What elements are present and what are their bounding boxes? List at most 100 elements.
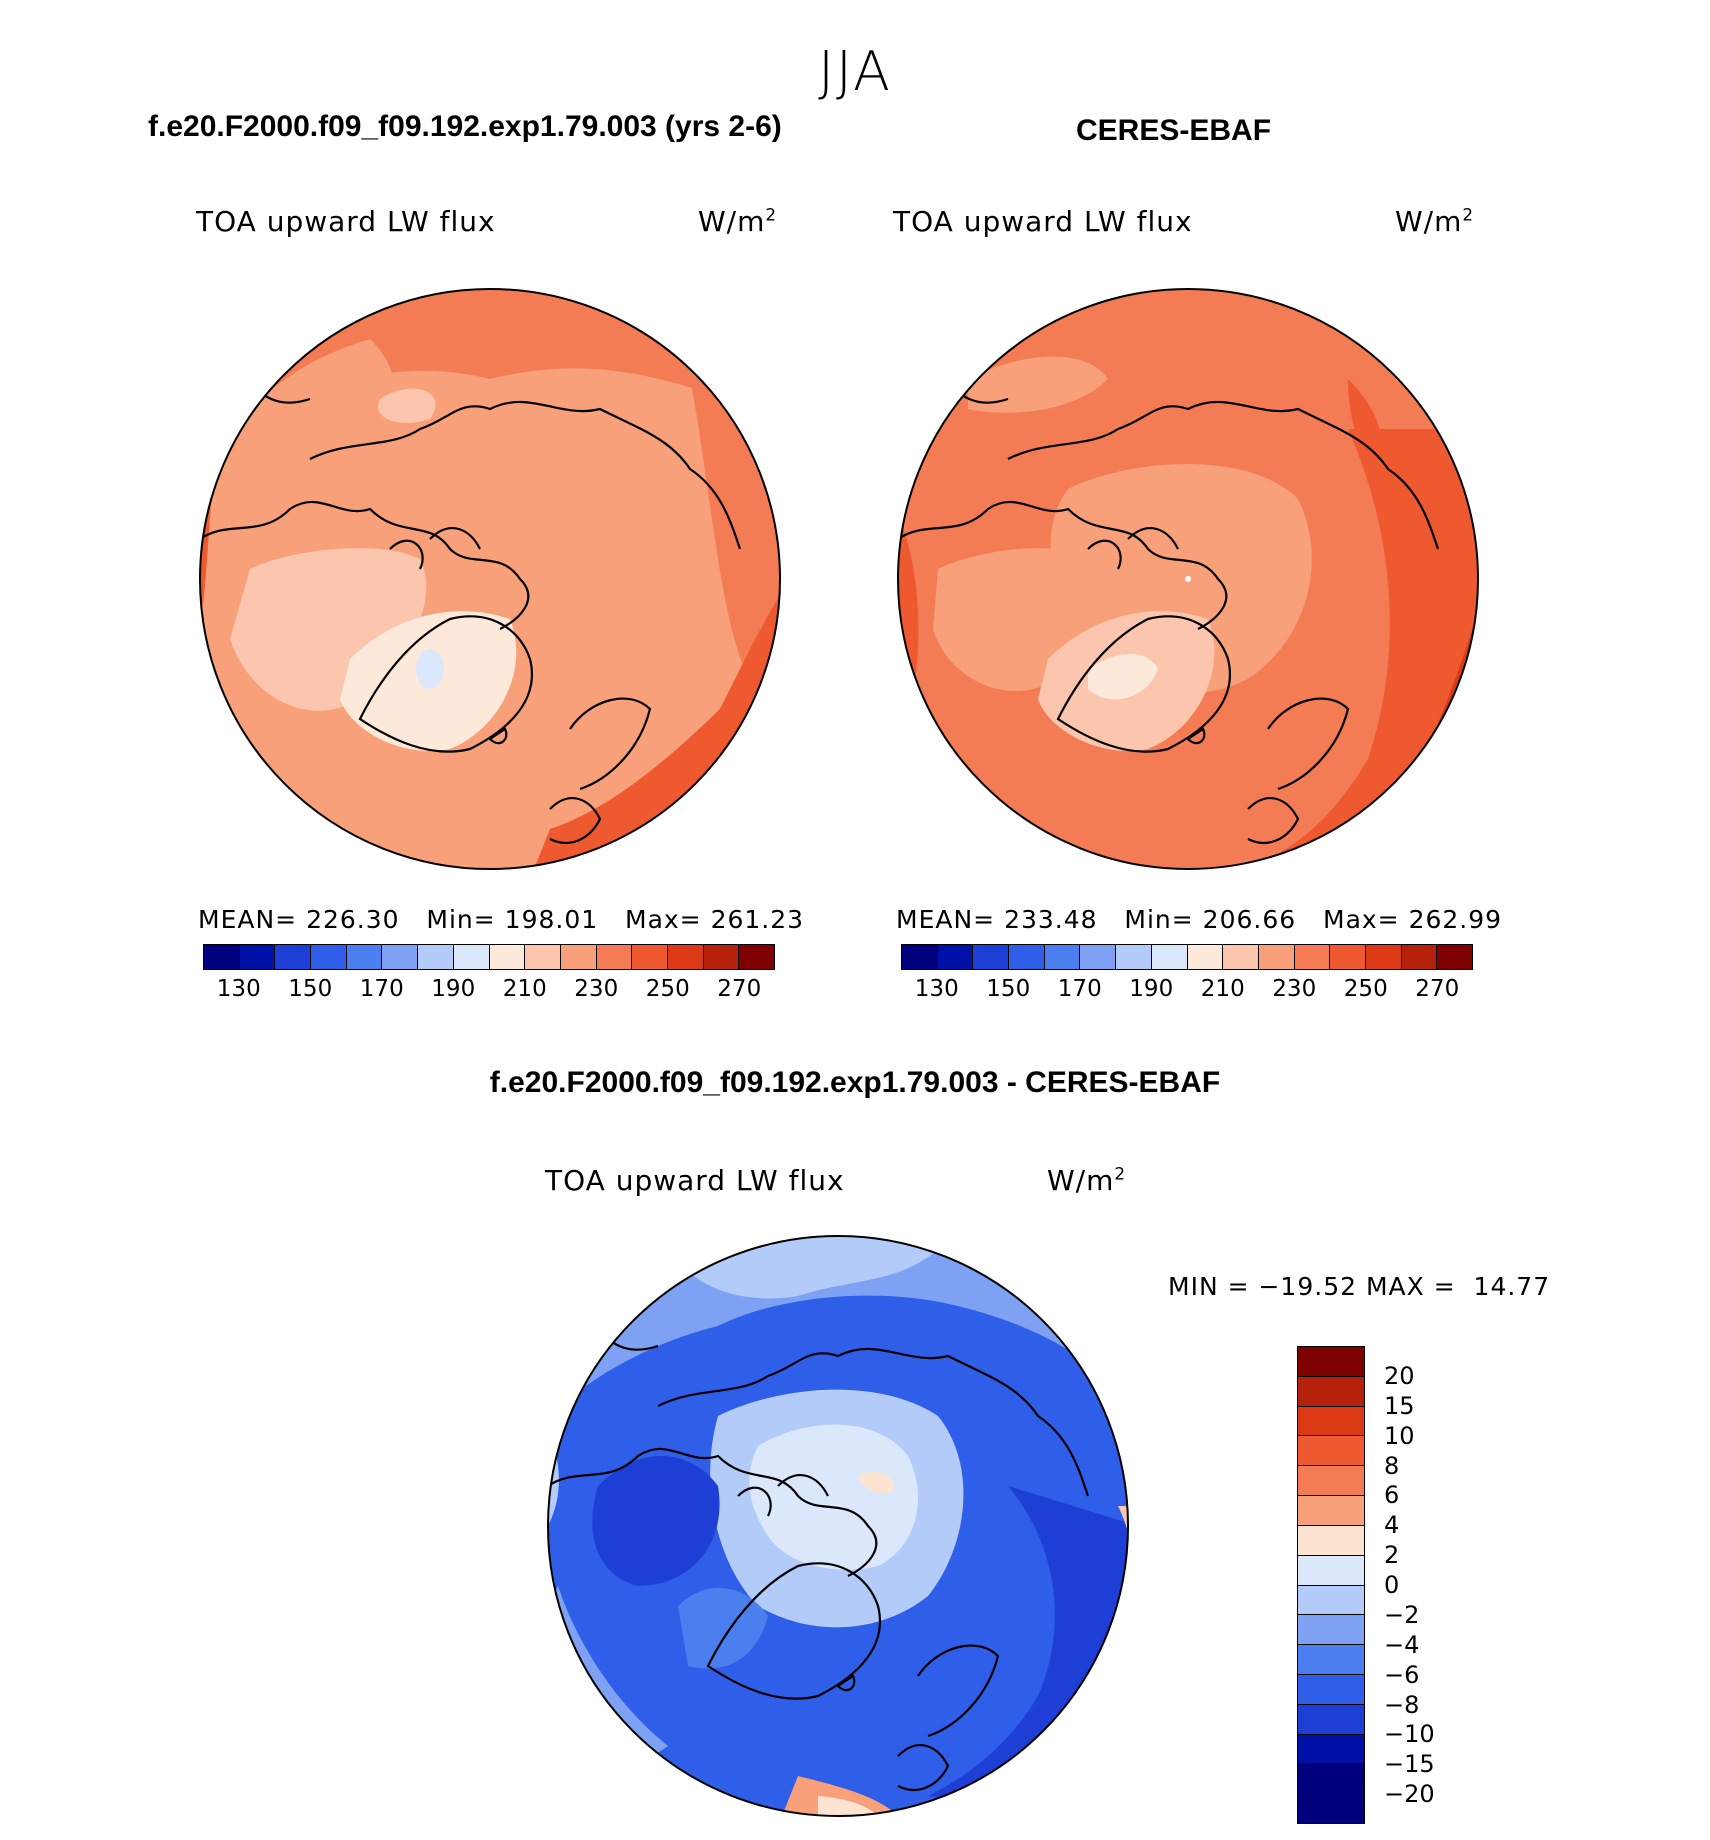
- colorbar-swatch: [632, 945, 668, 969]
- diff-colorbar-ticks: 20 15 10 8 6 4 2 0 −2 −4 −6 −8 −10 −15 −20: [1384, 1346, 1464, 1824]
- colorbar-swatch: [1223, 945, 1259, 969]
- colorbar-swatch: [1298, 1645, 1364, 1675]
- colorbar-tick-label: 8: [1384, 1451, 1400, 1480]
- colorbar-swatch: [1298, 1347, 1364, 1377]
- diff-min-max: MIN = −19.52 MAX = 14.77: [1168, 1272, 1551, 1301]
- colorbar-swatch: [453, 945, 490, 969]
- colorbar-swatch: [382, 945, 419, 969]
- colorbar-swatch: [1298, 1466, 1364, 1497]
- colorbar-swatch: [973, 945, 1010, 969]
- right-min-value: 206.66: [1202, 905, 1297, 934]
- colorbar-swatch: [667, 945, 704, 969]
- right-variable-label: TOA upward LW flux: [893, 205, 1193, 238]
- colorbar-swatch: [596, 945, 633, 969]
- diff-colorbar-swatches: [1297, 1346, 1365, 1824]
- colorbar-swatch: [1298, 1585, 1364, 1616]
- colorbar-swatch: [1151, 945, 1188, 969]
- left-mean-value: 226.30: [306, 905, 400, 934]
- colorbar-swatch: [1187, 945, 1224, 969]
- colorbar-swatch: [1298, 1764, 1364, 1795]
- colorbar-swatch: [1298, 1376, 1364, 1407]
- right-colorbar: 130 150 170 190 210 230 250 270: [901, 944, 1473, 1002]
- colorbar-tick-label: 210: [502, 976, 547, 1002]
- left-colorbar: 130 150 170 190 210 230 250 270: [203, 944, 775, 1002]
- colorbar-tick-label: 190: [431, 976, 476, 1002]
- colorbar-swatch: [525, 945, 561, 969]
- colorbar-swatch: [489, 945, 526, 969]
- left-colorbar-ticks: 130 150 170 190 210 230 250 270: [203, 970, 775, 1002]
- colorbar-tick-label: 150: [288, 976, 333, 1002]
- colorbar-tick-label: 15: [1384, 1391, 1415, 1420]
- colorbar-swatch: [1298, 1794, 1364, 1823]
- colorbar-swatch: [937, 945, 974, 969]
- colorbar-tick-label: 250: [645, 976, 690, 1002]
- difference-polar-map: [547, 1235, 1129, 1817]
- colorbar-tick-label: −2: [1384, 1600, 1420, 1629]
- colorbar-swatch: [1365, 945, 1402, 969]
- season-title: JJA: [818, 40, 892, 103]
- colorbar-tick-label: 170: [359, 976, 404, 1002]
- colorbar-swatch: [1298, 1615, 1364, 1646]
- colorbar-tick-label: 270: [1415, 976, 1460, 1002]
- colorbar-swatch: [418, 945, 454, 969]
- colorbar-tick-label: 230: [1272, 976, 1317, 1002]
- colorbar-swatch: [1437, 945, 1472, 969]
- obs-title: CERES-EBAF: [1076, 114, 1272, 147]
- colorbar-swatch: [560, 945, 597, 969]
- colorbar-tick-label: 10: [1384, 1421, 1415, 1450]
- left-colorbar-swatches: [203, 944, 775, 970]
- colorbar-swatch: [204, 945, 240, 969]
- colorbar-tick-label: 190: [1129, 976, 1174, 1002]
- colorbar-swatch: [1298, 1496, 1364, 1526]
- colorbar-swatch: [239, 945, 276, 969]
- left-min-value: 198.01: [504, 905, 599, 934]
- colorbar-tick-label: 230: [574, 976, 619, 1002]
- difference-title: f.e20.F2000.f09_f09.192.exp1.79.003 - CE…: [489, 1066, 1221, 1099]
- colorbar-swatch: [1044, 945, 1081, 969]
- colorbar-tick-label: 130: [914, 976, 959, 1002]
- model-case-title: f.e20.F2000.f09_f09.192.exp1.79.003 (yrs…: [148, 110, 782, 143]
- colorbar-swatch: [1298, 1525, 1364, 1556]
- right-unit-label: W/m2: [1395, 204, 1475, 238]
- diff-colorbar: [1297, 1346, 1365, 1824]
- right-max-value: 262.99: [1408, 905, 1503, 934]
- colorbar-swatch: [1080, 945, 1117, 969]
- colorbar-swatch: [1116, 945, 1152, 969]
- colorbar-swatch: [1258, 945, 1295, 969]
- colorbar-tick-label: 0: [1384, 1571, 1400, 1599]
- colorbar-tick-label: 6: [1384, 1481, 1400, 1510]
- colorbar-swatch: [703, 945, 740, 969]
- colorbar-tick-label: 170: [1057, 976, 1102, 1002]
- right-mean-value: 233.48: [1004, 905, 1098, 934]
- colorbar-swatch: [1401, 945, 1438, 969]
- colorbar-swatch: [739, 945, 774, 969]
- colorbar-tick-label: −10: [1384, 1720, 1435, 1749]
- left-polar-map: [199, 288, 781, 870]
- colorbar-swatch: [1298, 1674, 1364, 1705]
- colorbar-swatch: [1298, 1406, 1364, 1437]
- colorbar-swatch: [1330, 945, 1366, 969]
- colorbar-swatch: [1298, 1436, 1364, 1467]
- right-colorbar-ticks: 130 150 170 190 210 230 250 270: [901, 970, 1473, 1002]
- colorbar-swatch: [275, 945, 312, 969]
- left-unit-label: W/m2: [698, 204, 778, 238]
- colorbar-swatch: [902, 945, 938, 969]
- colorbar-swatch: [311, 945, 347, 969]
- colorbar-swatch: [1298, 1555, 1364, 1586]
- colorbar-tick-label: −15: [1384, 1750, 1435, 1779]
- colorbar-tick-label: 210: [1200, 976, 1245, 1002]
- colorbar-tick-label: −6: [1384, 1660, 1420, 1689]
- colorbar-swatch: [1009, 945, 1045, 969]
- colorbar-tick-label: 20: [1384, 1361, 1415, 1390]
- colorbar-tick-label: 130: [216, 976, 261, 1002]
- colorbar-tick-label: 250: [1343, 976, 1388, 1002]
- colorbar-tick-label: −20: [1384, 1780, 1435, 1809]
- right-stats: MEAN= 233.48 Min= 206.66 Max= 262.99: [896, 905, 1503, 934]
- left-stats: MEAN= 226.30 Min= 198.01 Max= 261.23: [198, 905, 805, 934]
- colorbar-tick-label: −8: [1384, 1690, 1420, 1719]
- colorbar-tick-label: 2: [1384, 1541, 1400, 1570]
- colorbar-tick-label: 4: [1384, 1511, 1400, 1540]
- right-colorbar-swatches: [901, 944, 1473, 970]
- colorbar-swatch: [346, 945, 383, 969]
- colorbar-swatch: [1294, 945, 1331, 969]
